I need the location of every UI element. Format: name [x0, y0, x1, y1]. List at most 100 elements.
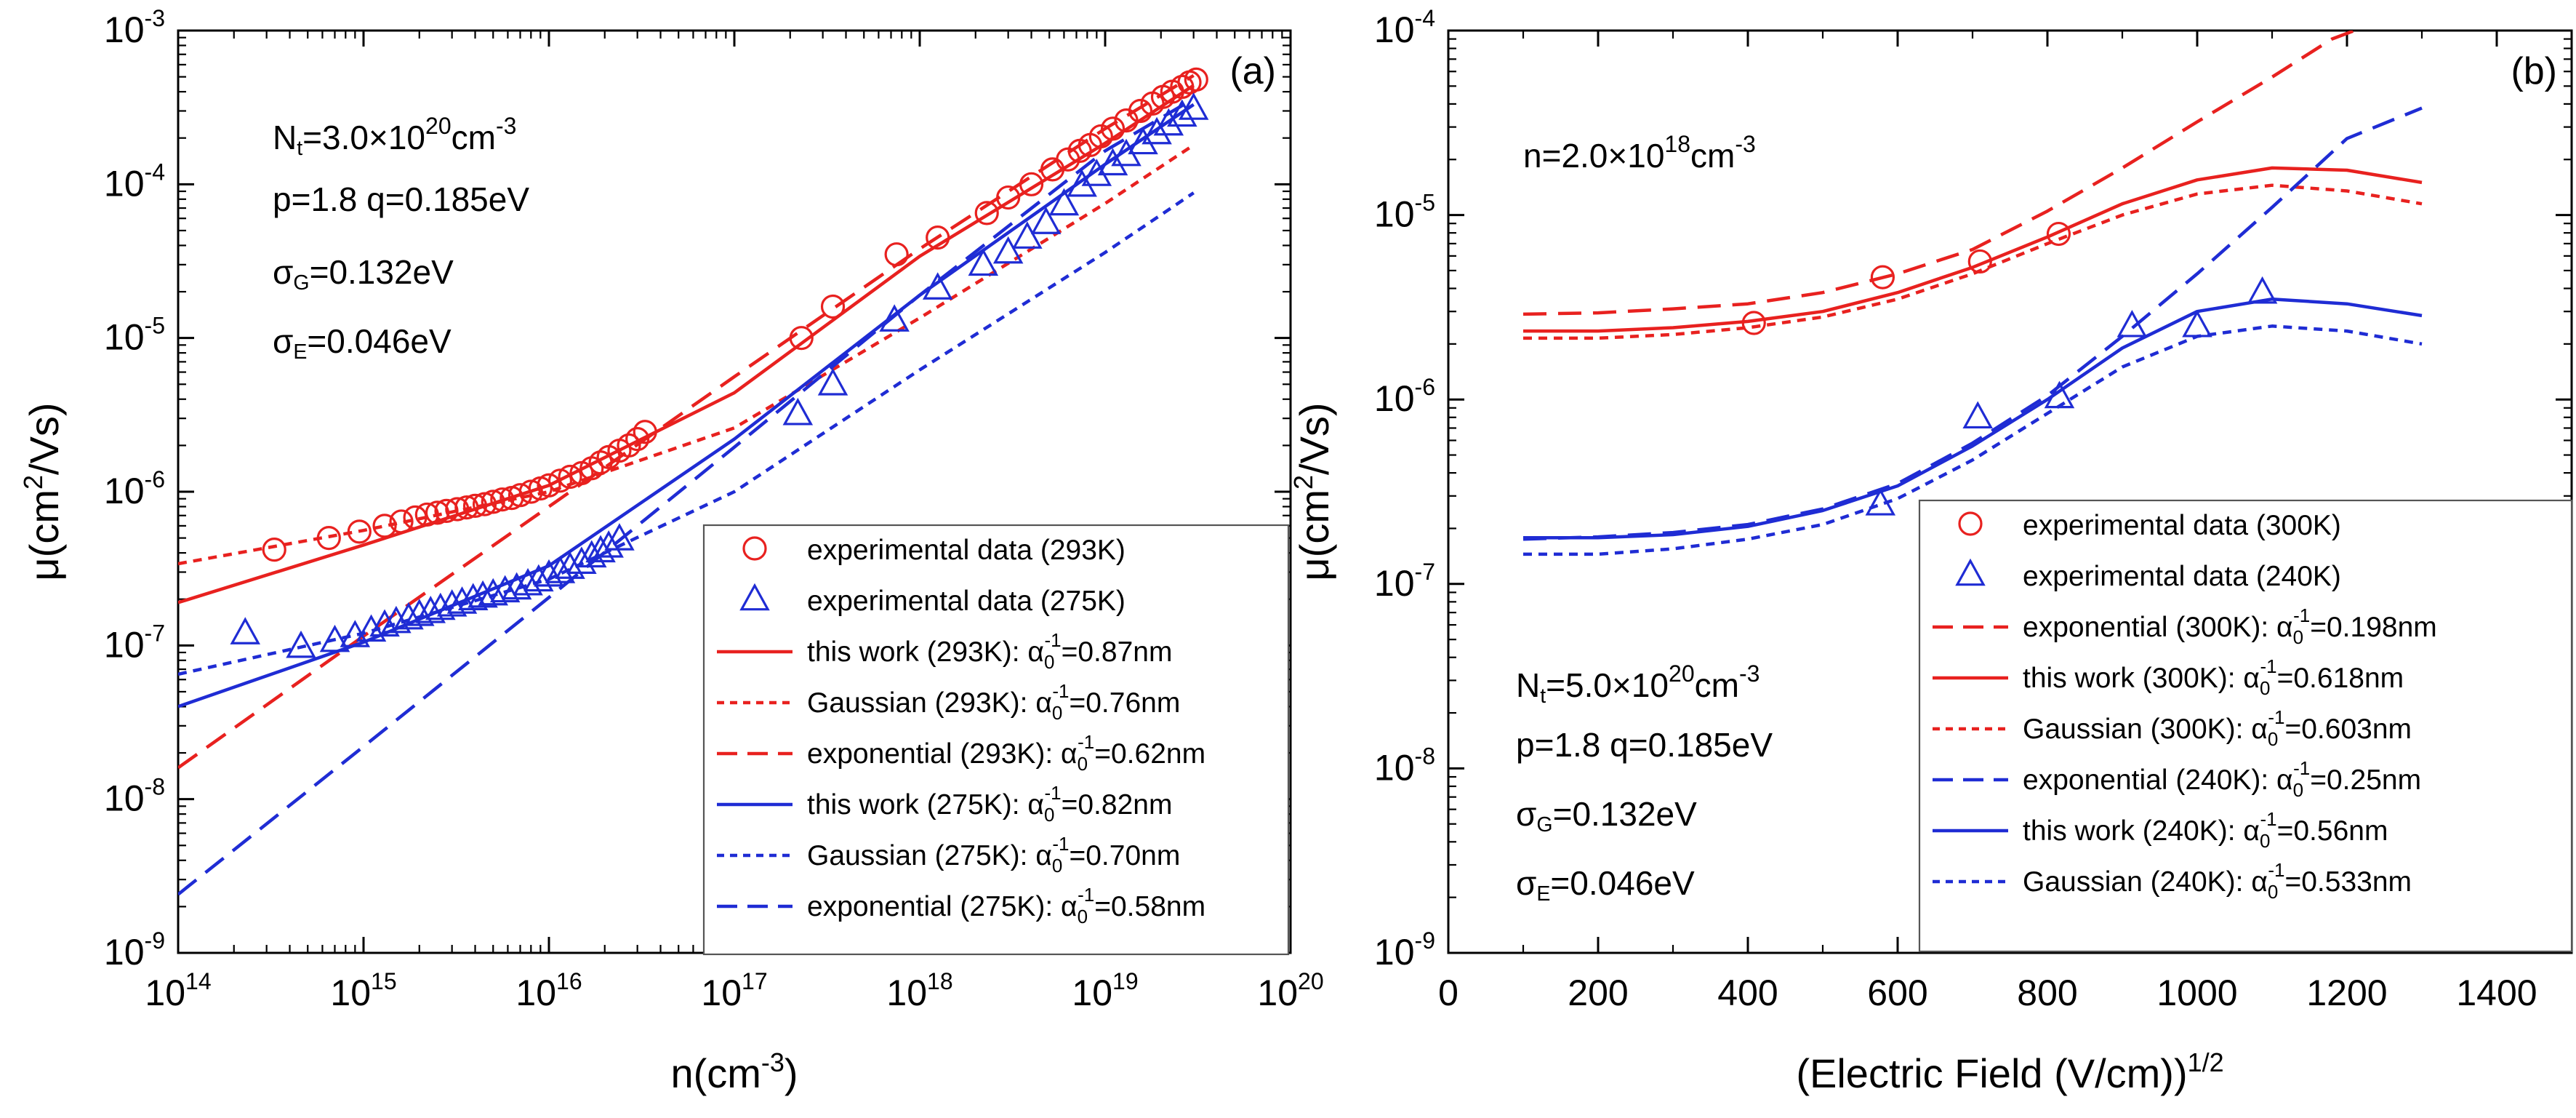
- x-tick-label: 1016: [515, 968, 582, 1013]
- annotation-text: Nt=3.0×1020cm-3: [273, 113, 516, 160]
- y-tick-label: 10-4: [104, 159, 165, 204]
- legend-marker: [1955, 558, 1986, 586]
- y-tick-label: 10-3: [104, 5, 165, 50]
- x-tick-label: 600: [1867, 973, 1927, 1013]
- y-tick-label: 10-4: [1374, 5, 1435, 50]
- data-point: [425, 500, 450, 525]
- x-tick-label: 800: [2017, 973, 2077, 1013]
- annotation-text: σG=0.132eV: [1516, 795, 1697, 836]
- data-point: [454, 495, 479, 520]
- data-point: [414, 502, 439, 527]
- data-point: [922, 272, 953, 300]
- data-point: [2046, 221, 2071, 247]
- data-point: [974, 201, 999, 225]
- data-point: [1128, 98, 1153, 124]
- data-point: [389, 509, 414, 534]
- annotation-text: σG=0.132eV: [273, 253, 454, 295]
- data-point: [817, 367, 848, 396]
- x-tick-label: 1014: [145, 968, 211, 1013]
- y-tick-label: 10-5: [104, 313, 165, 358]
- data-point: [2247, 276, 2278, 304]
- x-tick-label: 1000: [2156, 973, 2237, 1013]
- data-point: [381, 605, 412, 634]
- data-point: [393, 602, 424, 630]
- data-point: [445, 497, 470, 522]
- series-line-exponential-240k-: [1522, 106, 2423, 541]
- series-line-gaussian-293k-: [178, 143, 1195, 566]
- data-point: [558, 464, 582, 490]
- data-point: [593, 530, 624, 558]
- series-line-gaussian-300k-: [1523, 183, 2423, 340]
- series-line-exponential-300k-: [1522, 31, 2356, 316]
- data-point: [457, 583, 489, 610]
- y-tick-label: 10-9: [1374, 927, 1435, 973]
- data-point: [262, 538, 286, 562]
- legend-marker: [742, 536, 767, 561]
- data-point: [1128, 127, 1158, 155]
- plot-frame: [1447, 29, 2573, 954]
- legend-label: experimental data (300K): [2023, 510, 2341, 541]
- legend-marker: [739, 583, 770, 611]
- data-point: [555, 551, 585, 579]
- series-line-this-work-240k-: [1523, 297, 2423, 540]
- data-point: [489, 575, 521, 603]
- data-point: [501, 572, 532, 600]
- legend-label: experimental data (240K): [2023, 561, 2341, 592]
- data-point: [879, 304, 910, 332]
- data-point: [1184, 67, 1208, 92]
- data-point: [625, 427, 650, 452]
- data-point: [436, 589, 468, 617]
- data-point: [1097, 148, 1128, 176]
- data-point: [462, 493, 488, 518]
- series-line-gaussian-240k-: [1523, 324, 2423, 556]
- data-point: [1081, 159, 1112, 186]
- data-point: [2182, 309, 2212, 338]
- data-point: [286, 630, 316, 658]
- data-point: [534, 559, 564, 587]
- data-point: [996, 185, 1021, 210]
- legend-box: [702, 524, 1290, 956]
- data-point: [425, 592, 456, 620]
- annotation-text: Nt=5.0×1020cm-3: [1516, 660, 1760, 708]
- x-tick-label: 1018: [886, 968, 952, 1013]
- data-point: [1100, 116, 1126, 141]
- data-point: [1067, 169, 1097, 197]
- x-tick-label: 0: [1438, 973, 1458, 1013]
- y-tick-label: 10-5: [1374, 190, 1435, 235]
- data-point: [1056, 147, 1080, 172]
- y-tick-label: 10-8: [104, 774, 165, 819]
- data-point: [490, 487, 515, 512]
- data-point: [884, 242, 909, 267]
- y-tick-label: 10-8: [1374, 743, 1435, 788]
- data-point: [518, 479, 543, 504]
- data-point: [1141, 116, 1172, 145]
- annotation-text: n=2.0×1018cm-3: [1523, 131, 1756, 175]
- legend-label: experimental data (275K): [807, 586, 1126, 617]
- y-tick-label: 10-7: [1374, 559, 1435, 604]
- data-point: [547, 468, 573, 493]
- legend-label: exponential (275K): α0-1=0.58nm: [807, 884, 1205, 927]
- data-point: [415, 596, 446, 623]
- data-point: [523, 564, 554, 592]
- data-point: [1019, 172, 1044, 196]
- data-point: [992, 236, 1024, 264]
- panel-label: (b): [2511, 50, 2557, 92]
- x-tick-label: 1015: [330, 968, 396, 1013]
- legend-label: exponential (293K): α0-1=0.62nm: [807, 731, 1205, 775]
- data-point: [513, 567, 543, 596]
- data-point: [316, 526, 341, 551]
- data-point: [446, 586, 478, 614]
- data-point: [1088, 124, 1113, 149]
- chart-panel-b: 10-9 10-8 10-7 10-6 10-5 10-4 0 200 400 600 800 100…: [1288, 5, 2573, 1096]
- legend-label: this work (275K): α0-1=0.82nm: [807, 782, 1172, 826]
- legend-label: Gaussian (300K): α0-1=0.603nm: [2023, 706, 2412, 750]
- legend-label: exponential (300K): α0-1=0.198nm: [2023, 604, 2437, 648]
- legend-label: this work (240K): α0-1=0.56nm: [2023, 808, 2388, 852]
- legend-label: experimental data (293K): [807, 535, 1126, 566]
- chart-panel-a: 10-9 10-8 10-7 10-6 10-5 10-4 10-3 1014 1015 1016…: [18, 5, 1323, 1096]
- x-tick-label: 200: [1568, 973, 1628, 1013]
- data-point: [369, 609, 400, 637]
- data-point: [404, 599, 435, 626]
- data-point: [356, 614, 387, 642]
